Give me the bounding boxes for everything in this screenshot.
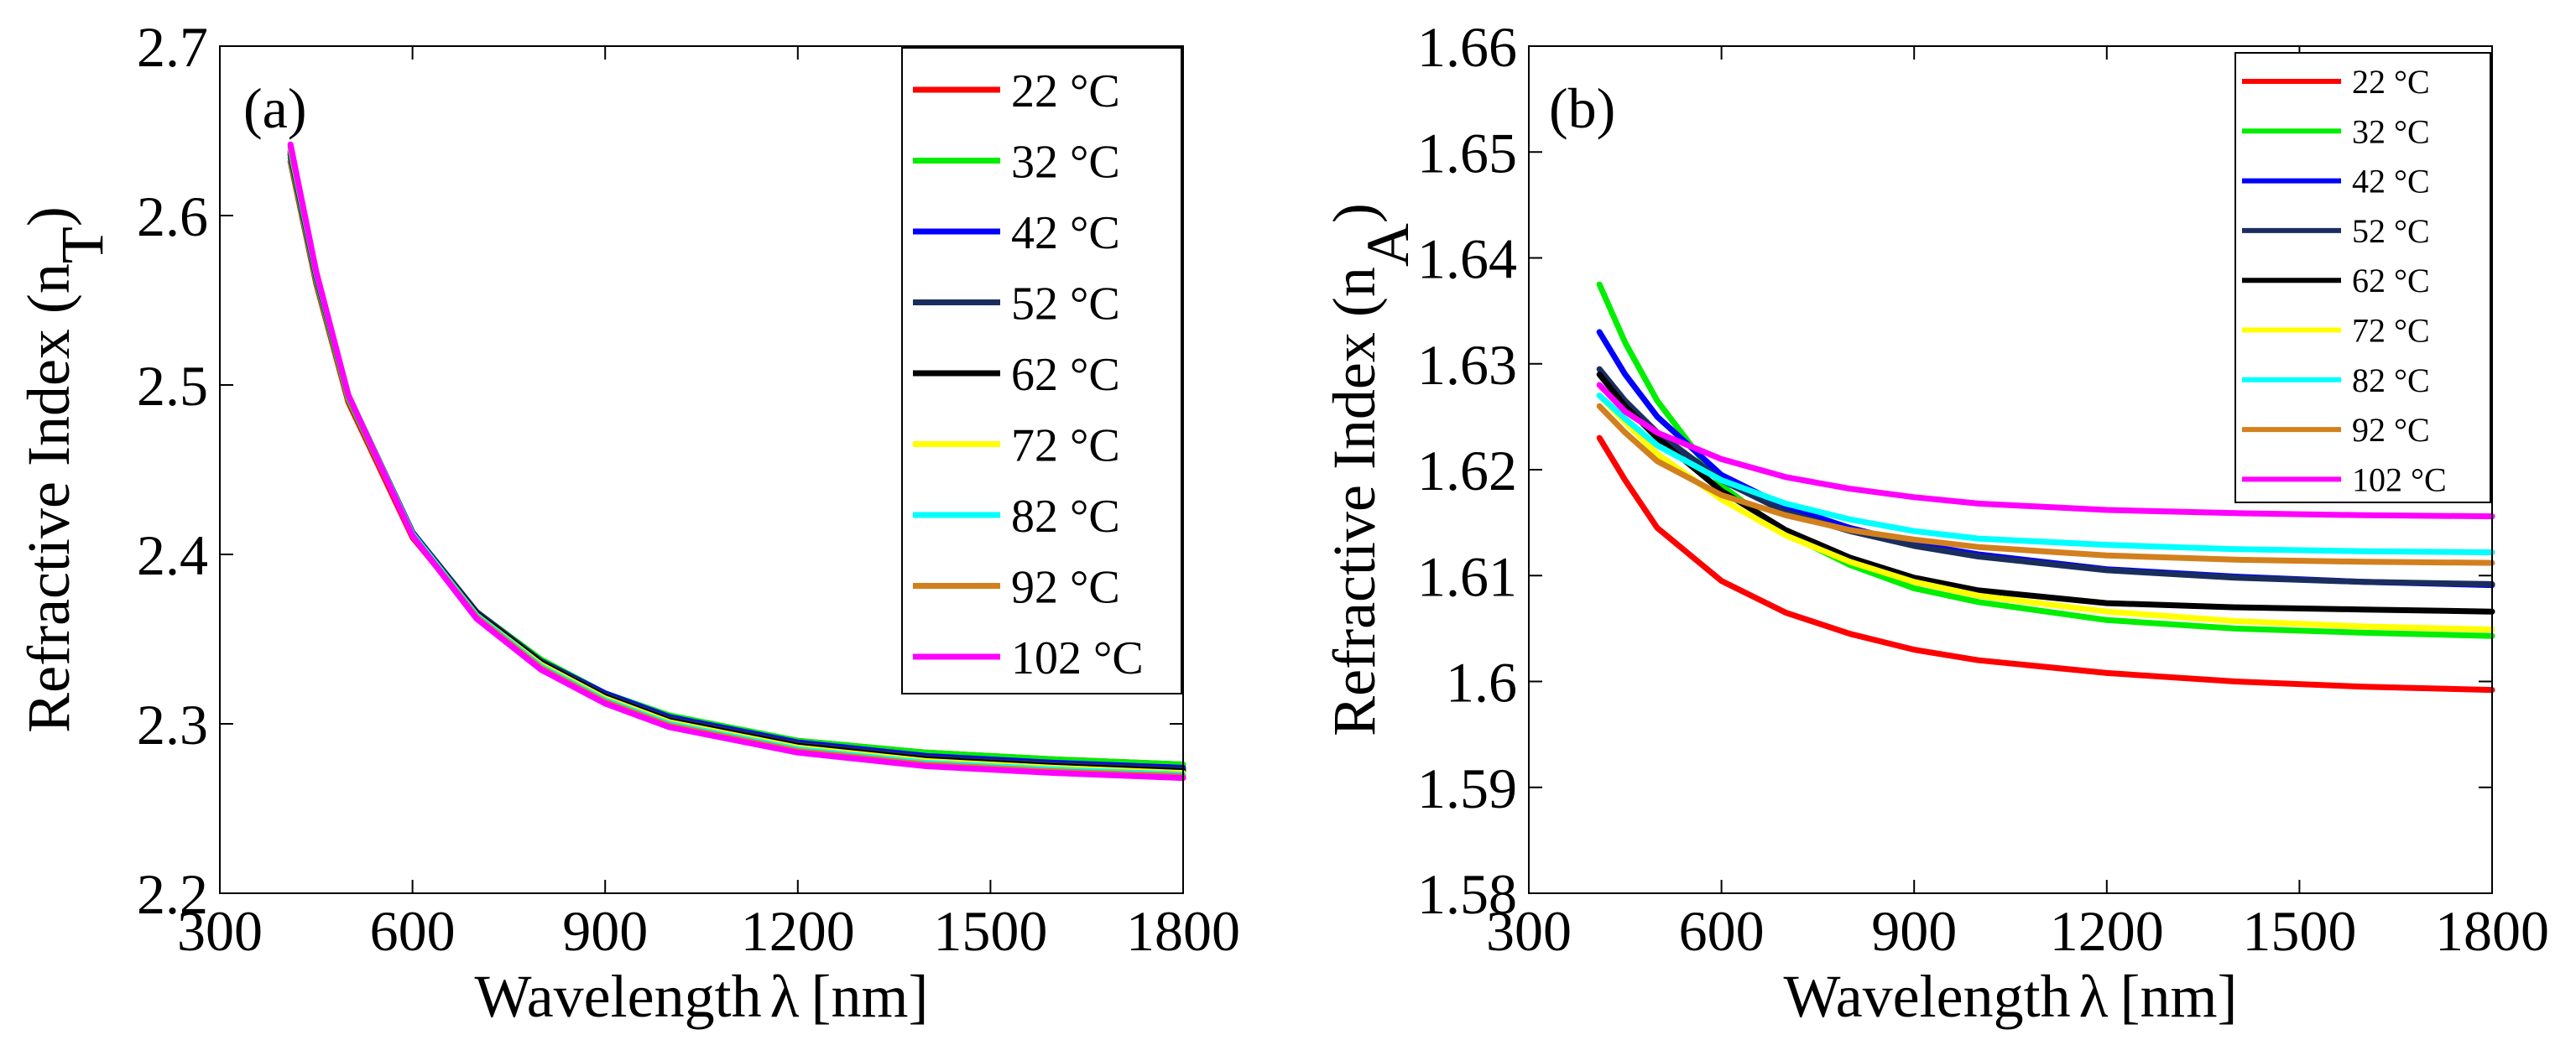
panel-a-axes: 300 600 900 1200 1500 1800 2.2 2.3 2.4 2.5 2.6 2.7 <box>137 15 1240 963</box>
panel-b-legend-label-9: 102 °C <box>2352 460 2447 498</box>
panel-a-xlabel-symbol: λ <box>770 963 800 1030</box>
panel-b-y-tick-label: 1.62 <box>1417 439 1517 502</box>
panel-b-legend-label-5: 62 °C <box>2352 262 2430 299</box>
panel-b-x-tick-label: 1500 <box>2242 899 2356 963</box>
panel-b-legend-label-1: 22 °C <box>2352 63 2430 101</box>
panel-a-legend-label-2: 32 °C <box>1011 137 1120 189</box>
panel-b-series-line-8 <box>1596 403 2495 566</box>
panel-a-y-tick-label: 2.3 <box>137 693 208 757</box>
panel-b-ylabel-close: ) <box>1321 203 1388 223</box>
panel-b-legend-label-2: 32 °C <box>2352 112 2430 150</box>
panel-b-legend-label-4: 52 °C <box>2352 212 2430 250</box>
panel-a-frame <box>219 45 1184 894</box>
panel-b-legend-label-8: 92 °C <box>2352 411 2430 449</box>
panel-a-x-tick-label: 600 <box>370 899 456 963</box>
panel-a-legend-label-3: 42 °C <box>1011 207 1120 259</box>
panel-b-x-tick-label: 900 <box>1871 899 1957 963</box>
panel-b-y-tick-label: 1.63 <box>1417 333 1517 397</box>
panel-b-series-line-5 <box>1596 371 2495 615</box>
panel-a-ylabel-sub: T <box>49 226 116 263</box>
panel-b-y-tick-label: 1.64 <box>1417 227 1517 291</box>
panel-b-y-tick-label: 1.61 <box>1417 544 1517 608</box>
panel-b-y-axis-label: Refractive Index (nA) <box>1321 203 1421 736</box>
panel-b-legend: 22 °C 32 °C 42 °C 52 °C 62 °C 72 °C 82 °C 92 °C… <box>2234 52 2491 503</box>
panel-a-legend: 22 °C 32 °C 42 °C 52 °C 62 °C 72 °C 82 °C 92 °C… <box>901 47 1182 694</box>
panel-a-legend-label-5: 62 °C <box>1011 349 1120 401</box>
panel-a-x-tick-label: 1500 <box>933 899 1047 963</box>
panel-b-x-axis-label: Wavelength λ [nm] <box>1784 963 2238 1030</box>
panel-a-x-tick-label: 1800 <box>1126 899 1240 963</box>
panel-a-x-tick-label: 900 <box>562 899 648 963</box>
panel-a-y-axis-label: Refractive Index (nT) <box>15 206 116 733</box>
panel-b-y-tick-label: 1.58 <box>1417 862 1517 926</box>
panel-b-y-tick-label: 1.65 <box>1417 121 1517 185</box>
panel-a-legend-label-6: 72 °C <box>1011 420 1120 472</box>
panel-a-y-tick-label: 2.2 <box>137 862 208 926</box>
panel-b-legend-label-6: 72 °C <box>2352 312 2430 350</box>
panel-a-y-tick-label: 2.4 <box>137 523 208 587</box>
panel-a-x-tick-label: 1200 <box>741 899 855 963</box>
panel-b-legend-label-3: 42 °C <box>2352 163 2430 200</box>
panel-b-label: (b) <box>1549 76 1615 140</box>
panel-a-series-line-9 <box>287 141 1186 782</box>
panel-b-series <box>1596 281 2495 694</box>
panel-b-axes: 300 600 900 1200 1500 1800 1.58 1.59 1.6 1.61 1.62… <box>1417 15 2549 963</box>
panel-b-x-tick-label: 600 <box>1679 899 1765 963</box>
panel-a-y-tick-label: 2.7 <box>137 15 208 79</box>
panel-a-legend-label-4: 52 °C <box>1011 278 1120 330</box>
panel-b-ylabel-sub: A <box>1354 223 1421 267</box>
panel-a-xlabel-unit: [nm] <box>811 963 929 1030</box>
panel-b-xlabel-unit: [nm] <box>2120 963 2238 1030</box>
panel-b-series-line-7 <box>1596 393 2495 555</box>
panel-a-legend-label-7: 82 °C <box>1011 491 1120 543</box>
panel-b-series-line-2 <box>1596 281 2495 639</box>
panel-b-xlabel-symbol: λ <box>2079 963 2109 1030</box>
panel-a-chart: 300 600 900 1200 1500 18002.22.32.42.52.62.7 … <box>15 15 1240 1030</box>
panel-a-legend-label-8: 92 °C <box>1011 562 1120 614</box>
panel-b-series-line-6 <box>1596 393 2495 633</box>
panel-b-y-tick-label: 1.59 <box>1417 757 1517 820</box>
panel-a-legend-label-1: 22 °C <box>1011 65 1120 117</box>
panel-a-xlabel-main: Wavelength <box>475 963 762 1030</box>
panel-b-series-line-9 <box>1596 382 2495 520</box>
panel-b-ylabel-main: Refractive Index (n <box>1321 267 1388 736</box>
panel-b-legend-label-7: 82 °C <box>2352 361 2430 399</box>
panel-b-y-tick-label: 1.66 <box>1417 15 1517 79</box>
panel-a-ylabel-main: Refractive Index (n <box>15 263 82 733</box>
panel-b-x-tick-label: 1200 <box>2050 899 2164 963</box>
panel-b-xlabel-main: Wavelength <box>1784 963 2071 1030</box>
panel-b-y-tick-label: 1.6 <box>1446 651 1517 715</box>
panel-a-y-tick-label: 2.5 <box>137 354 208 418</box>
panel-b-chart: 300 600 900 1200 1500 1800 1.58 1.59 1.6 1.61 1.62… <box>1321 15 2549 1030</box>
panel-b-series-line-1 <box>1596 434 2495 694</box>
panel-a-legend-label-9: 102 °C <box>1011 632 1144 684</box>
panel-b-x-tick-label: 1800 <box>2435 899 2549 963</box>
panel-a-series <box>287 141 1186 782</box>
panel-b-x-tick-label: 300 <box>1486 899 1572 963</box>
panel-a-x-axis-label: Wavelength λ [nm] <box>475 963 929 1030</box>
panel-a-ylabel-close: ) <box>15 206 82 226</box>
panel-a-label: (a) <box>243 76 306 140</box>
panel-a-x-tick-label: 300 <box>177 899 263 963</box>
panel-a-y-tick-label: 2.6 <box>137 185 208 248</box>
